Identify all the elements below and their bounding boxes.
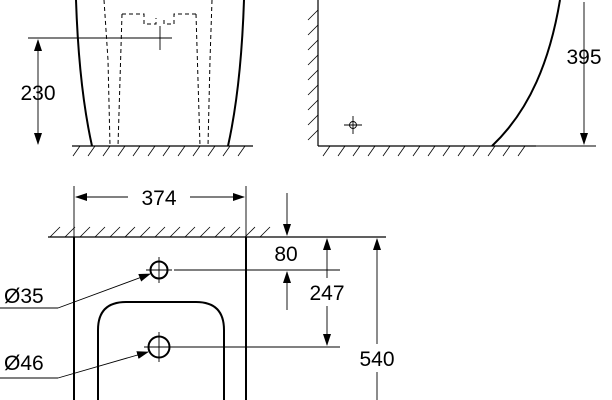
front-view-hidden-left (103, 0, 111, 147)
front-view-body-right-edge (227, 0, 245, 147)
dia46-label: Ø46 (4, 352, 44, 375)
side-view-front-profile (491, 0, 561, 147)
front-view-hidden-channel-right (195, 13, 201, 147)
dim-247-label-backdrop (300, 278, 352, 306)
front-view-body-left-edge (75, 0, 93, 147)
dim-80-label: 80 (274, 243, 297, 266)
top-view-bowl-outline (97, 301, 225, 400)
drain-hole (144, 332, 174, 362)
front-view-floor-hatching (72, 145, 246, 157)
dim-247-label: 247 (309, 282, 344, 305)
front-view-hidden-right (207, 0, 213, 147)
front-view-hidden-channel-left (117, 13, 123, 147)
dim-540-label: 540 (359, 348, 394, 371)
side-view-floor-hatching (322, 145, 526, 157)
front-view-hidden-inlet-right (163, 13, 196, 25)
dim-374-label: 374 (141, 187, 176, 210)
dia35-label: Ø35 (4, 285, 44, 308)
side-view-wall-hatching (307, 9, 319, 141)
top-view: 374 (0, 186, 402, 400)
tap-hole (146, 257, 172, 283)
top-view-wall-hatching (49, 226, 271, 238)
front-view-hidden-inlet-left (122, 13, 157, 25)
side-view: 395 (307, 0, 602, 157)
front-view: 230 (20, 0, 253, 157)
side-view-inlet-crosshair (344, 116, 362, 134)
dim-230-label: 230 (20, 82, 55, 105)
dim-540-label-backdrop (352, 344, 402, 372)
dia35-leader-arrow (57, 273, 151, 309)
dia46-leader-arrow (57, 351, 149, 379)
dim-395-label: 395 (566, 46, 601, 69)
